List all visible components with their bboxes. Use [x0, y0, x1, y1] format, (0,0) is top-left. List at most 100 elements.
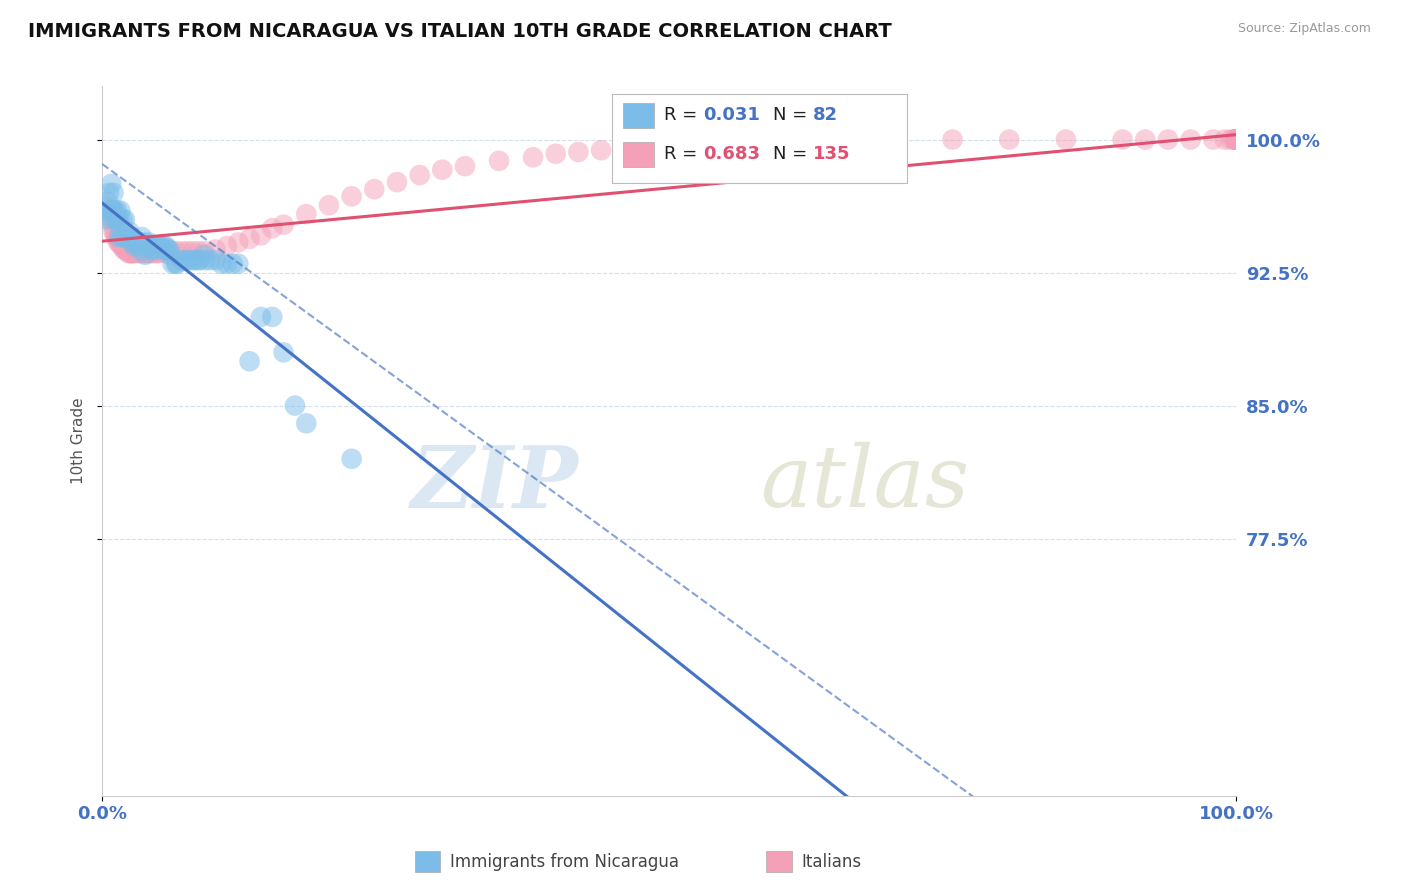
Point	[120, 230, 142, 244]
Point	[613, 141, 636, 155]
Point	[209, 257, 232, 271]
Point	[120, 246, 142, 260]
Point	[1225, 132, 1247, 146]
Text: 0.031: 0.031	[703, 106, 759, 124]
Point	[340, 189, 363, 203]
Y-axis label: 10th Grade: 10th Grade	[72, 398, 86, 484]
Point	[1225, 132, 1247, 146]
Point	[1225, 132, 1247, 146]
Point	[110, 221, 132, 235]
Point	[1225, 132, 1247, 146]
Point	[295, 207, 318, 221]
Point	[1225, 132, 1247, 146]
Point	[103, 186, 125, 200]
Point	[1225, 132, 1247, 146]
Point	[128, 246, 150, 260]
Point	[1225, 132, 1247, 146]
Point	[108, 212, 131, 227]
Text: Immigrants from Nicaragua: Immigrants from Nicaragua	[450, 853, 679, 871]
Point	[1054, 132, 1077, 146]
Text: 82: 82	[813, 106, 838, 124]
Point	[340, 451, 363, 466]
Point	[544, 146, 567, 161]
Point	[1225, 132, 1247, 146]
Point	[98, 186, 121, 200]
Point	[204, 253, 226, 268]
Point	[1225, 132, 1247, 146]
Point	[1225, 132, 1247, 146]
Point	[567, 145, 589, 159]
Point	[1202, 132, 1225, 146]
Point	[1225, 132, 1247, 146]
Point	[828, 134, 851, 148]
Text: 135: 135	[813, 145, 851, 163]
Point	[110, 230, 132, 244]
Point	[101, 203, 124, 218]
Point	[226, 257, 249, 271]
Point	[1225, 132, 1247, 146]
Point	[284, 399, 307, 413]
Point	[122, 246, 145, 260]
Point	[884, 132, 907, 146]
Point	[318, 198, 340, 212]
Point	[138, 235, 160, 250]
Point	[1225, 132, 1247, 146]
Point	[1225, 132, 1247, 146]
Point	[1225, 132, 1247, 146]
Point	[1225, 132, 1247, 146]
Point	[115, 230, 138, 244]
Point	[1225, 132, 1247, 146]
Point	[250, 310, 273, 324]
Point	[150, 243, 173, 257]
Point	[591, 143, 613, 157]
Point	[522, 150, 544, 164]
Point	[146, 239, 169, 253]
Point	[108, 235, 131, 250]
Point	[139, 246, 162, 260]
Point	[122, 239, 145, 253]
Point	[1225, 132, 1247, 146]
Point	[143, 239, 166, 253]
Point	[132, 235, 155, 250]
Point	[117, 230, 139, 244]
Point	[1225, 132, 1247, 146]
Point	[1225, 132, 1247, 146]
Point	[1111, 132, 1133, 146]
Point	[121, 246, 143, 260]
Point	[1225, 132, 1247, 146]
Point	[104, 203, 127, 218]
Point	[141, 239, 163, 253]
Point	[658, 137, 681, 152]
Point	[1225, 132, 1247, 146]
Point	[97, 194, 120, 209]
Text: ZIP: ZIP	[411, 442, 578, 525]
Point	[1225, 132, 1247, 146]
Point	[134, 248, 156, 262]
Point	[1225, 132, 1247, 146]
Text: atlas: atlas	[759, 442, 969, 525]
Point	[136, 239, 159, 253]
Point	[262, 221, 284, 235]
Point	[172, 253, 194, 268]
Point	[111, 239, 134, 253]
Point	[432, 162, 454, 177]
Point	[148, 239, 170, 253]
Point	[176, 253, 198, 268]
Point	[115, 230, 138, 244]
Point	[129, 239, 152, 253]
Point	[1180, 132, 1202, 146]
Point	[1225, 132, 1247, 146]
Point	[159, 248, 181, 262]
Point	[96, 200, 118, 214]
Point	[408, 168, 430, 182]
Point	[941, 132, 963, 146]
Point	[166, 257, 188, 271]
Point	[145, 243, 167, 257]
Point	[142, 243, 165, 257]
Point	[98, 203, 121, 218]
Point	[1225, 132, 1247, 146]
Point	[100, 203, 122, 218]
Point	[111, 212, 134, 227]
Point	[101, 212, 124, 227]
Point	[156, 243, 179, 257]
